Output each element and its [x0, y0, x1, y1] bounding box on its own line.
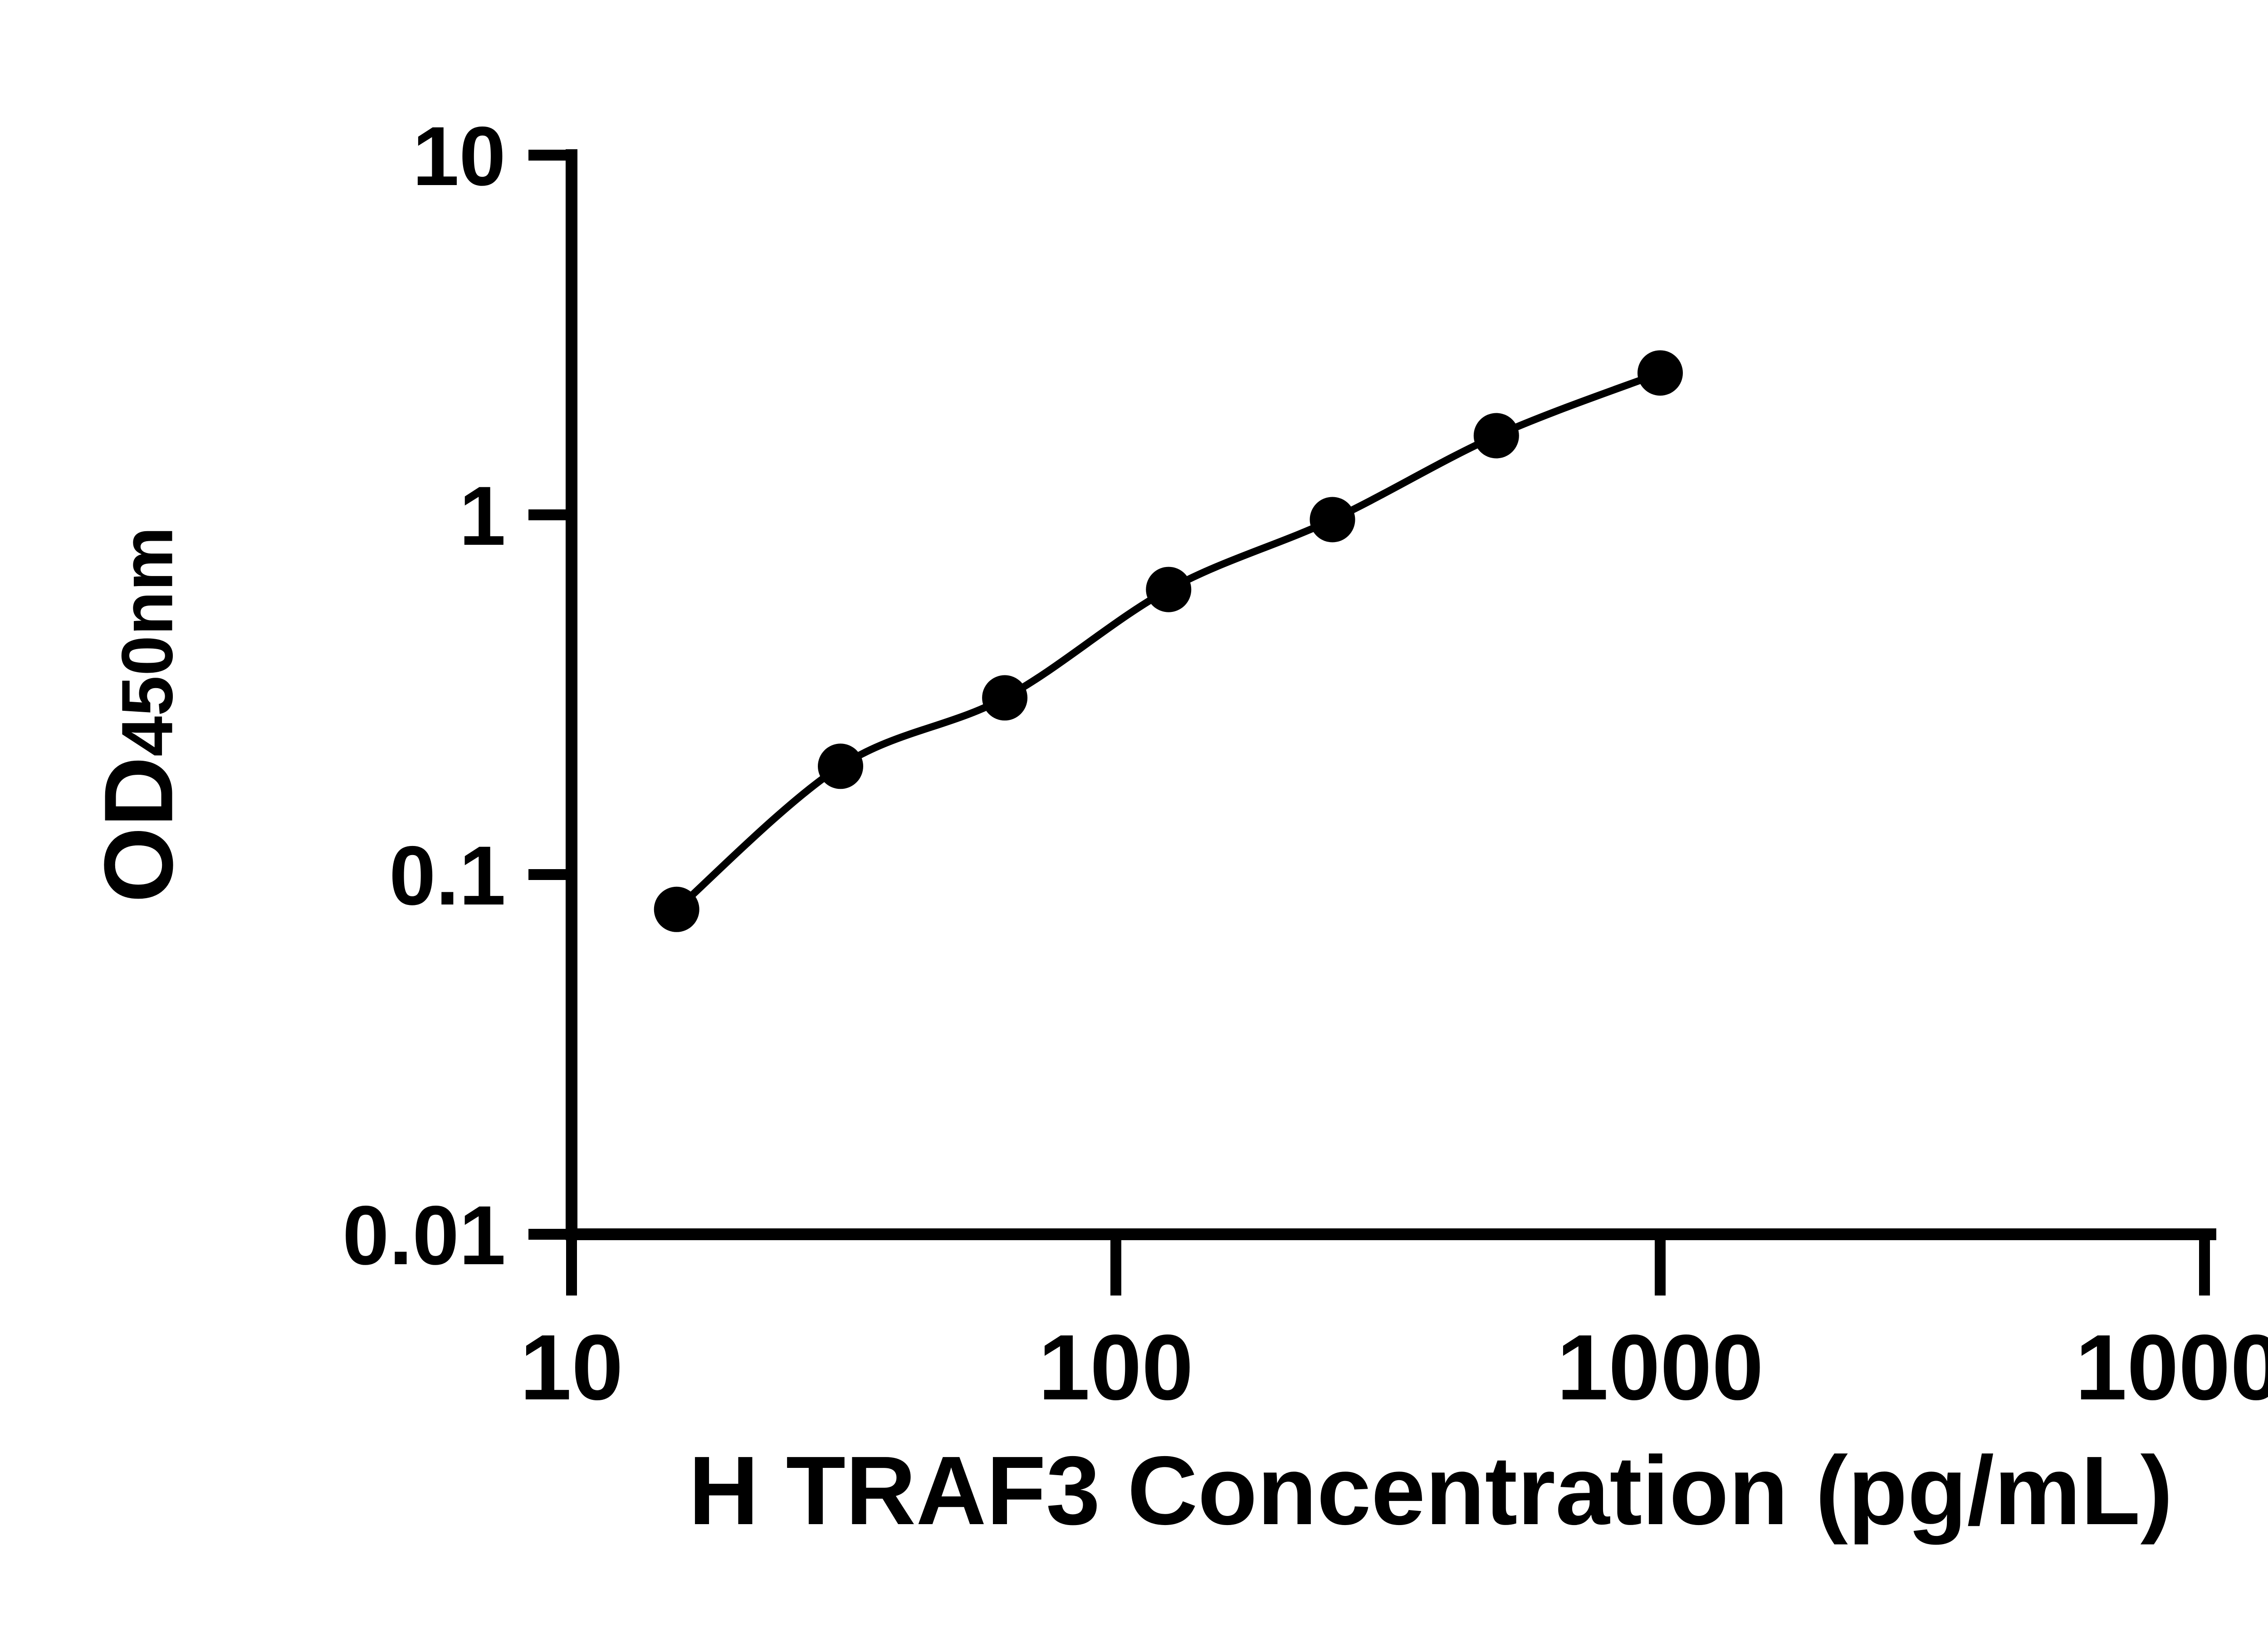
y-axis-title: OD450nm: [84, 511, 193, 919]
y-tick-label: 10: [412, 110, 506, 203]
data-point: [1310, 497, 1355, 543]
y-axis-title-subscript: 450nm: [106, 526, 188, 757]
y-tick-label: 1: [459, 469, 506, 563]
y-tick-label: 0.01: [342, 1189, 506, 1282]
curve-line: [673, 369, 1664, 913]
data-point: [1146, 567, 1192, 612]
y-axis-title-main: OD: [83, 756, 193, 903]
x-tick-label: 100: [1038, 1315, 1193, 1419]
data-point: [818, 743, 863, 789]
axes: [528, 149, 2216, 1296]
x-tick-label: 1000: [1557, 1315, 1764, 1419]
data-point: [1637, 350, 1683, 396]
data-point: [654, 886, 699, 932]
data-point: [982, 675, 1028, 721]
data-point: [1473, 413, 1519, 459]
x-tick-label: 10000: [2075, 1315, 2268, 1419]
x-tick-label: 10: [520, 1315, 623, 1419]
data-series: [654, 350, 1683, 932]
x-axis-title: H TRAF3 Concentration (pg/mL): [688, 1436, 2173, 1545]
y-tick-label: 0.1: [389, 829, 506, 923]
